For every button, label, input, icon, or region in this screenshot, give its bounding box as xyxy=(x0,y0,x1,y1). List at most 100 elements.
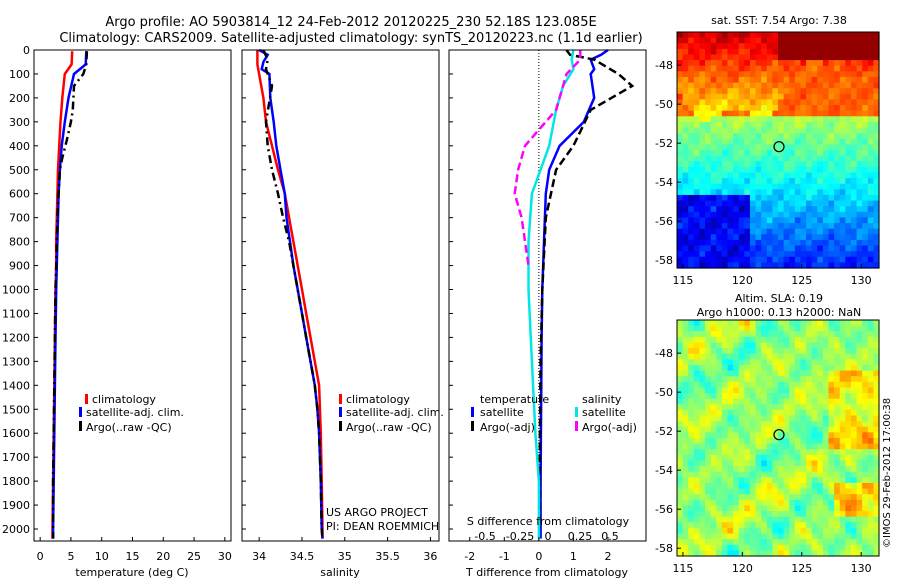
heatmap-cell xyxy=(766,387,773,394)
heatmap-cell xyxy=(693,43,701,50)
heatmap-cell xyxy=(817,471,824,478)
heatmap-cell xyxy=(834,477,841,484)
heatmap-cell xyxy=(733,511,740,518)
heatmap-cell xyxy=(828,82,835,89)
heatmap-cell xyxy=(850,116,858,123)
heatmap-cell xyxy=(749,60,757,67)
heatmap-cell xyxy=(755,194,762,202)
heatmap-cell xyxy=(867,494,874,501)
heatmap-cell xyxy=(867,127,874,134)
heatmap-cell xyxy=(873,54,880,61)
heatmap-cell xyxy=(839,37,846,44)
heatmap-cell xyxy=(733,256,740,263)
heatmap-cell xyxy=(873,239,880,247)
heatmap-cell xyxy=(727,121,734,129)
heatmap-cell xyxy=(710,381,717,389)
heatmap-cell xyxy=(845,223,852,230)
heatmap-cell xyxy=(716,505,723,512)
heatmap-cell xyxy=(806,499,813,507)
heatmap-cell xyxy=(862,60,869,67)
heatmap-cell xyxy=(682,155,689,162)
heatmap-cell xyxy=(867,88,874,95)
heatmap-cell xyxy=(873,438,880,445)
heatmap-cell xyxy=(806,398,813,405)
heatmap-cell xyxy=(822,522,830,529)
heatmap-cell xyxy=(817,522,824,529)
heatmap-cell xyxy=(856,443,863,450)
heatmap-cell xyxy=(800,48,807,56)
heatmap-cell xyxy=(850,251,858,258)
heatmap-cell xyxy=(693,245,701,252)
heatmap-cell xyxy=(873,43,880,50)
heatmap-cell xyxy=(862,110,869,117)
legend-swatch-satellite xyxy=(339,407,342,417)
heatmap-cell xyxy=(873,387,880,394)
heatmap-cell xyxy=(766,138,773,145)
heatmap-cell xyxy=(811,99,818,106)
heatmap-cell xyxy=(688,121,695,129)
heatmap-cell xyxy=(693,544,701,551)
heatmap-cell xyxy=(862,432,869,439)
heatmap-cell xyxy=(677,415,684,422)
heatmap-cell xyxy=(822,443,830,450)
heatmap-cell xyxy=(749,110,757,117)
heatmap-cell xyxy=(710,262,717,269)
heatmap-cell xyxy=(688,161,695,168)
heatmap-cell xyxy=(755,43,762,50)
heatmap-cell xyxy=(845,325,852,332)
heatmap-cell xyxy=(800,449,807,456)
heatmap-cell xyxy=(693,251,701,258)
heatmap-cell xyxy=(699,60,706,67)
heatmap-cell xyxy=(873,133,880,140)
heatmap-cell xyxy=(800,443,807,450)
heatmap-cell xyxy=(710,477,717,484)
heatmap-cell xyxy=(710,166,717,174)
heatmap-cell xyxy=(710,206,717,213)
heatmap-cell xyxy=(817,539,824,546)
heatmap-cell xyxy=(834,370,841,377)
heatmap-cell xyxy=(677,488,684,495)
heatmap-cell xyxy=(800,37,807,44)
heatmap-cell xyxy=(873,93,880,101)
heatmap-cell xyxy=(845,449,852,456)
heatmap-cell xyxy=(811,404,818,411)
x-tick-label: 0 xyxy=(37,550,44,563)
heatmap-cell xyxy=(688,494,695,501)
temperature-xlabel: temperature (deg C) xyxy=(75,566,188,579)
y-tick-label: 800 xyxy=(9,236,30,249)
heatmap-cell xyxy=(800,121,807,129)
heatmap-cell xyxy=(800,189,807,196)
heatmap-cell xyxy=(705,76,712,84)
heatmap-cell xyxy=(783,471,790,478)
heatmap-cell xyxy=(834,105,841,112)
heatmap-cell xyxy=(817,189,824,196)
heatmap-cell xyxy=(738,32,745,39)
heatmap-cell xyxy=(850,539,858,546)
heatmap-cell xyxy=(688,178,695,185)
heatmap-cell xyxy=(778,443,785,450)
heatmap-cell xyxy=(817,82,824,89)
heatmap-cell xyxy=(738,544,745,551)
heatmap-cell xyxy=(783,539,790,546)
heatmap-cell xyxy=(705,116,712,123)
heatmap-cell xyxy=(839,359,846,366)
heatmap-cell xyxy=(783,65,790,72)
heatmap-cell xyxy=(856,211,863,219)
heatmap-cell xyxy=(744,466,751,473)
heatmap-cell xyxy=(783,234,790,241)
heatmap-cell xyxy=(839,454,846,462)
heatmap-cell xyxy=(755,105,762,112)
heatmap-cell xyxy=(794,65,802,72)
heatmap-cell xyxy=(862,166,869,174)
heatmap-cell xyxy=(710,32,717,39)
heatmap-cell xyxy=(766,398,773,405)
heatmap-cell xyxy=(862,466,869,473)
heatmap-cell xyxy=(705,211,712,219)
heatmap-cell xyxy=(817,348,824,355)
heatmap-cell xyxy=(817,381,824,389)
heatmap-cell xyxy=(716,359,723,366)
heatmap-cell xyxy=(721,183,729,190)
heatmap-cell xyxy=(778,144,785,151)
heatmap-cell xyxy=(828,245,835,252)
heatmap-cell xyxy=(828,466,835,473)
